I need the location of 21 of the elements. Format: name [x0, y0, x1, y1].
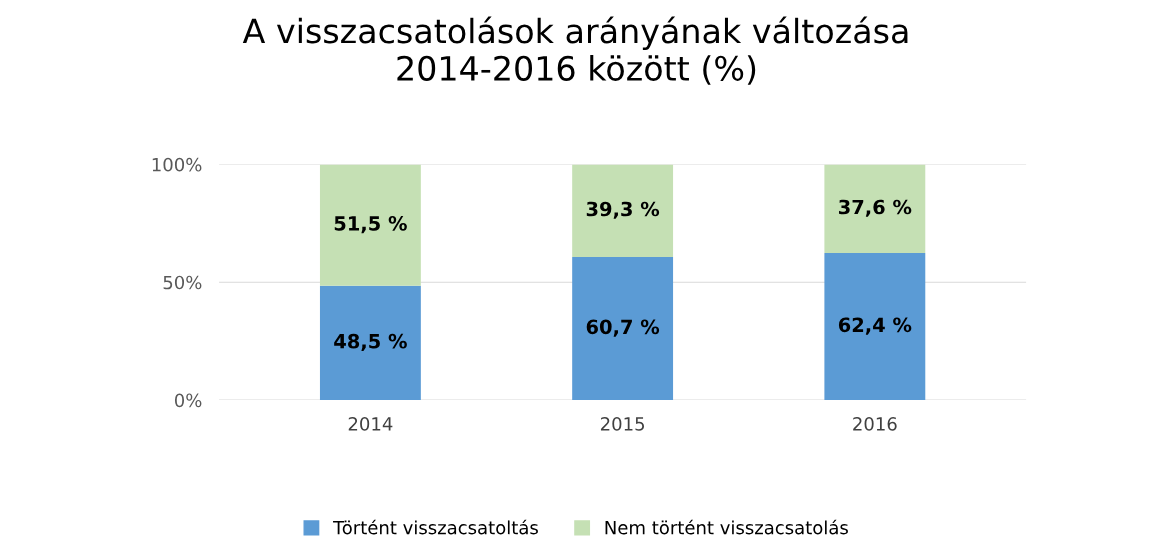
x-tick-label: 2016: [853, 417, 897, 431]
data-label: 37,6 %: [839, 199, 912, 217]
data-label: 48,5 %: [334, 333, 407, 352]
data-label: 62,4 %: [838, 317, 912, 335]
x-tick-label: 2014: [348, 417, 393, 431]
chart-title: A visszacsatolások arányának változása 2014-2016 között (%): [242, 16, 908, 85]
bar: [824, 164, 926, 253]
legend-label: Történt visszacsatoltás: [333, 519, 538, 535]
legend-label: Nem történt visszacsatolás: [605, 519, 848, 535]
bar: [319, 164, 421, 286]
bar: [572, 257, 674, 401]
bar: [572, 164, 674, 258]
y-tick-label: 50%: [163, 275, 202, 290]
data-label: 39,3 %: [586, 201, 660, 219]
y-tick-label: 100%: [152, 157, 202, 172]
data-label: 60,7 %: [586, 319, 660, 337]
y-tick-label: 0%: [174, 393, 202, 408]
bar: [319, 285, 421, 401]
data-label: 51,5 %: [334, 216, 407, 234]
x-tick-label: 2015: [600, 417, 645, 431]
bar: [824, 253, 926, 401]
